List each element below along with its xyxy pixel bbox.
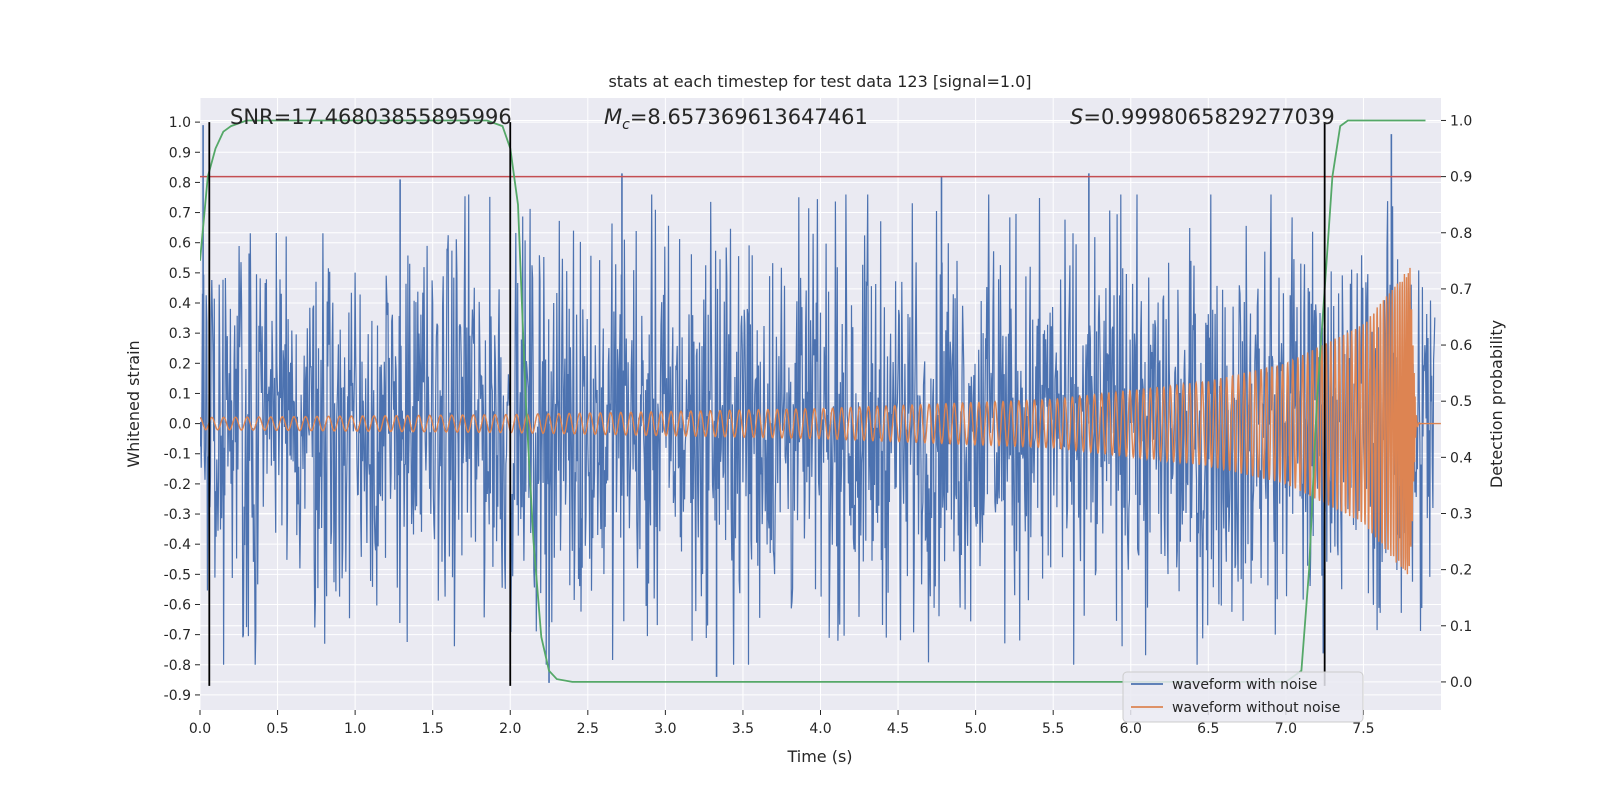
y-tick-label: 0.5 <box>169 266 191 282</box>
y-tick-label: 0.0 <box>169 417 191 433</box>
score-symbol: S <box>1070 105 1083 129</box>
chirp-mass-annotation: Mc=8.657369613647461 <box>604 105 868 133</box>
y2-tick-label: 0.3 <box>1450 506 1472 522</box>
y2-tick-label: 0.6 <box>1450 338 1472 354</box>
y-axis-label: Whitened strain <box>124 340 143 467</box>
y2-tick-label: 0.0 <box>1450 675 1472 691</box>
y-tick-label: -0.5 <box>164 567 191 583</box>
chirp-mass-symbol: M <box>604 105 622 129</box>
x-tick-label: 1.0 <box>344 721 366 737</box>
y2-axis-label: Detection probability <box>1487 320 1506 488</box>
x-tick-label: 3.5 <box>732 721 754 737</box>
detection-probability-line <box>200 119 1426 683</box>
y-tick-label: 0.6 <box>169 236 191 252</box>
legend-label-clean: waveform without noise <box>1172 700 1340 716</box>
x-tick-label: 3.0 <box>654 721 676 737</box>
clean-waveform-line <box>200 267 1441 575</box>
legend: waveform with noise waveform without noi… <box>1122 671 1364 723</box>
y2-tick-label: 0.2 <box>1450 563 1472 579</box>
y2-tick-label: 0.5 <box>1450 394 1472 410</box>
y-tick-label: 0.9 <box>169 145 191 161</box>
x-tick-label: 5.0 <box>964 721 986 737</box>
y-tick-label: -0.6 <box>164 597 191 613</box>
snr-annotation: SNR=17.46803855895996 <box>230 105 512 129</box>
y2-tick-label: 0.7 <box>1450 282 1472 298</box>
x-tick-label: 2.5 <box>577 721 599 737</box>
chart-title: stats at each timestep for test data 123… <box>608 72 1031 91</box>
y-tick-label: 0.3 <box>169 326 191 342</box>
chirp-mass-subscript: c <box>622 117 630 133</box>
x-tick-label: 4.5 <box>887 721 909 737</box>
x-tick-label: 6.0 <box>1120 721 1142 737</box>
x-axis-label: Time (s) <box>786 747 852 766</box>
y2-tick-label: 0.1 <box>1450 619 1472 635</box>
legend-label-noise: waveform with noise <box>1172 677 1317 693</box>
y-tick-label: 0.7 <box>169 206 191 222</box>
y2-tick-label: 0.9 <box>1450 170 1472 186</box>
legend-box <box>1122 671 1364 723</box>
chirp-mass-value: =8.657369613647461 <box>630 105 868 129</box>
y-tick-label: -0.1 <box>164 447 191 463</box>
y2-tick-label: 1.0 <box>1450 113 1472 129</box>
y-tick-label: 0.8 <box>169 175 191 191</box>
y-tick-label: -0.4 <box>164 537 191 553</box>
x-tick-label: 7.5 <box>1352 721 1374 737</box>
y-tick-label: -0.2 <box>164 477 191 493</box>
y-tick-label: 0.4 <box>169 296 191 312</box>
score-annotation: S=0.9998065829277039 <box>1070 105 1335 129</box>
x-tick-label: 6.5 <box>1197 721 1219 737</box>
x-tick-label: 4.0 <box>809 721 831 737</box>
noisy-waveform-line <box>200 194 1436 665</box>
x-tick-label: 0.0 <box>189 721 211 737</box>
x-tick-label: 0.5 <box>266 721 288 737</box>
y2-tick-label: 0.4 <box>1450 450 1472 466</box>
y2-tick-label: 0.8 <box>1450 226 1472 242</box>
x-tick-label: 5.5 <box>1042 721 1064 737</box>
y-tick-label: -0.9 <box>164 688 191 704</box>
y-tick-label: 1.0 <box>169 115 191 131</box>
y-tick-label: 0.2 <box>169 356 191 372</box>
y-tick-label: -0.7 <box>164 628 191 644</box>
y-tick-label: -0.8 <box>164 658 191 674</box>
score-value: =0.9998065829277039 <box>1083 105 1334 129</box>
x-tick-label: 2.0 <box>499 721 521 737</box>
y-tick-label: 0.1 <box>169 386 191 402</box>
y-tick-label: -0.3 <box>164 507 191 523</box>
x-tick-label: 1.5 <box>422 721 444 737</box>
x-tick-label: 7.0 <box>1275 721 1297 737</box>
